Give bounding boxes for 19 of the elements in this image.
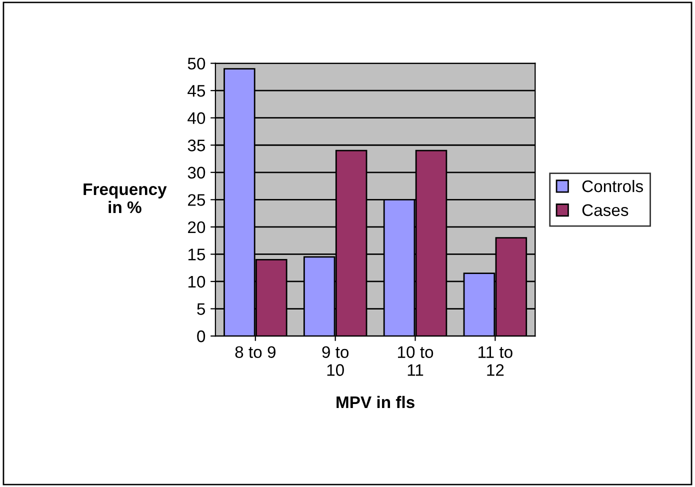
x-tick-label: 10 to 11	[398, 346, 434, 376]
x-tick-label: 9 to 10	[322, 346, 349, 376]
y-tick-label: 20	[188, 221, 206, 234]
legend-label: Cases	[582, 204, 628, 216]
y-tick-label: 50	[188, 58, 206, 70]
y-tick-label: 10	[188, 276, 206, 288]
y-tick-label: 35	[188, 140, 206, 152]
y-tick-label: 40	[188, 112, 206, 124]
y-tick-label: 45	[188, 85, 206, 97]
y-tick-label: 5	[197, 303, 206, 315]
legend-label: Controls	[582, 180, 644, 192]
x-axis-title: MPV in fls	[336, 396, 414, 408]
y-tick-label: 15	[188, 248, 206, 260]
y-tick-label: 30	[188, 166, 206, 179]
y-tick-label: 25	[188, 194, 206, 206]
y-tick-label: 0	[197, 330, 206, 342]
x-tick-label: 8 to 9	[235, 346, 276, 358]
x-tick-label: 11 to 12	[478, 346, 512, 376]
y-axis-title: Frequency in %	[84, 184, 167, 214]
